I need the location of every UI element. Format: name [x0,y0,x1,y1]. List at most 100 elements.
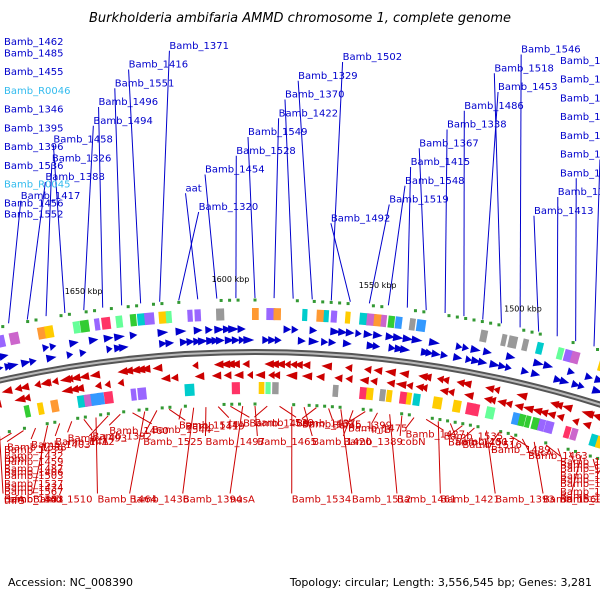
reverse-gene-arrow [246,370,254,379]
gc-marker [499,430,503,434]
gene-label: Bamb_1432 [4,451,64,462]
gene-label: Bamb_1461 [397,495,457,506]
gene-label: Bamb_1463 [528,451,588,462]
cog-block-outer [373,313,382,327]
forward-gene-arrow [113,333,125,342]
cog-block-outer [387,315,396,329]
forward-gene-arrow [559,376,570,385]
gene-label: Bamb_1448 [560,491,600,502]
leader-line [54,423,61,437]
gene-label: Bamb_1456 [4,198,64,209]
gene-label: Bamb_1459 [4,457,64,468]
reverse-gene-arrow [242,359,250,368]
gc-marker [596,456,600,460]
forward-gene-arrow [68,339,79,348]
cog-block-inner [137,387,148,401]
leader-line [597,469,600,475]
reverse-gene-arrow [345,375,353,384]
gene-label: Bamb_1389 [343,437,403,448]
reverse-gene-arrow [61,385,73,394]
gc-marker [83,415,87,419]
gene-label: Bamb_1537 [4,479,64,490]
leader-line [533,441,544,494]
forward-gene-arrow [297,336,306,345]
gene-label: Bamb_1412 [55,437,115,448]
reverse-gene-arrow [406,382,414,390]
leader-line [114,88,123,306]
gc-marker [177,300,181,304]
gene-label: Bamb_1406 [4,467,64,478]
gc-marker [315,404,319,408]
leader-line [98,106,104,308]
cog-block-outer [394,316,403,330]
gene-label: Bamb_1367 [419,138,479,149]
gene-label: Bamb_1421 [440,495,500,506]
leader-line [229,405,244,494]
forward-gene-arrow [103,334,114,343]
cog-block-inner [523,415,532,429]
cog-block-outer [115,315,124,329]
cog-block-inner [231,382,241,395]
forward-gene-arrow [197,337,208,346]
gene-label: Bamb_1393 [495,495,555,506]
gene-label: Bamb_1416 [129,60,189,71]
cog-block-inner [471,403,481,417]
forward-gene-arrow [205,326,213,335]
reverse-gene-arrow [122,366,134,375]
cog-block-inner [517,413,527,427]
forward-gene-arrow [308,337,320,346]
cog-block-outer [507,335,519,349]
reverse-gene-arrow [550,400,560,409]
reverse-gene-arrow [79,372,90,380]
reverse-gene-arrow [582,421,592,430]
gene-label: Bamb_1391 [560,487,600,498]
cog-block-outer [0,334,7,349]
forward-gene-arrow [363,330,373,339]
forward-gene-arrow [193,337,202,346]
reverse-gene-arrow [117,378,125,387]
forward-gene-arrow [215,336,225,345]
cog-block-inner [594,435,600,449]
gene-label: Bamb_1320 [199,202,259,213]
leader-line [592,458,597,471]
gene-label: Bamb_1439 [4,445,64,456]
leader-line [178,211,200,301]
forward-gene-arrow [452,352,463,361]
cog-block-outer [187,309,194,322]
leader-line [254,405,268,418]
reverse-gene-arrow [370,377,378,386]
reverse-gene-arrow [461,380,473,389]
forward-gene-arrow [165,339,175,348]
leader-line [230,405,250,418]
forward-gene-arrow [79,349,87,358]
gene-label: Bamb_1521 [560,475,600,486]
gene-label: Bamb_1490 [560,495,600,506]
reverse-gene-arrow [284,360,291,369]
leader-line [168,408,186,421]
leader-line [301,407,317,420]
forward-gene-arrow [425,348,434,357]
gc-marker [472,318,476,322]
reverse-gene-arrow [436,375,445,384]
forward-gene-arrow [186,338,195,346]
cog-block-outer [323,309,330,323]
cog-block-inner [412,393,421,407]
gene-label: Bamb_1427 [406,430,466,441]
cog-block-outer [330,310,338,323]
gene-label: Bamb_1352 [560,56,600,67]
reverse-gene-arrow [264,360,274,369]
gene-label: Bamb_1418 [560,75,600,86]
leader-line [88,415,109,437]
gene-label: Bamb_1466 [249,418,309,429]
gene-label: Bamb_1502 [343,52,403,63]
gc-marker [530,330,534,334]
gc-marker [307,403,311,407]
forward-gene-arrow [231,336,241,345]
cog-block-inner [405,392,413,405]
leader-line [26,181,46,320]
gc-marker [338,301,342,305]
reverse-gene-arrow [302,361,311,370]
gene-label: Bamb_1522 [560,495,600,506]
gene-label: Bamb_1525 [143,437,203,448]
reverse-gene-arrow [441,376,450,385]
